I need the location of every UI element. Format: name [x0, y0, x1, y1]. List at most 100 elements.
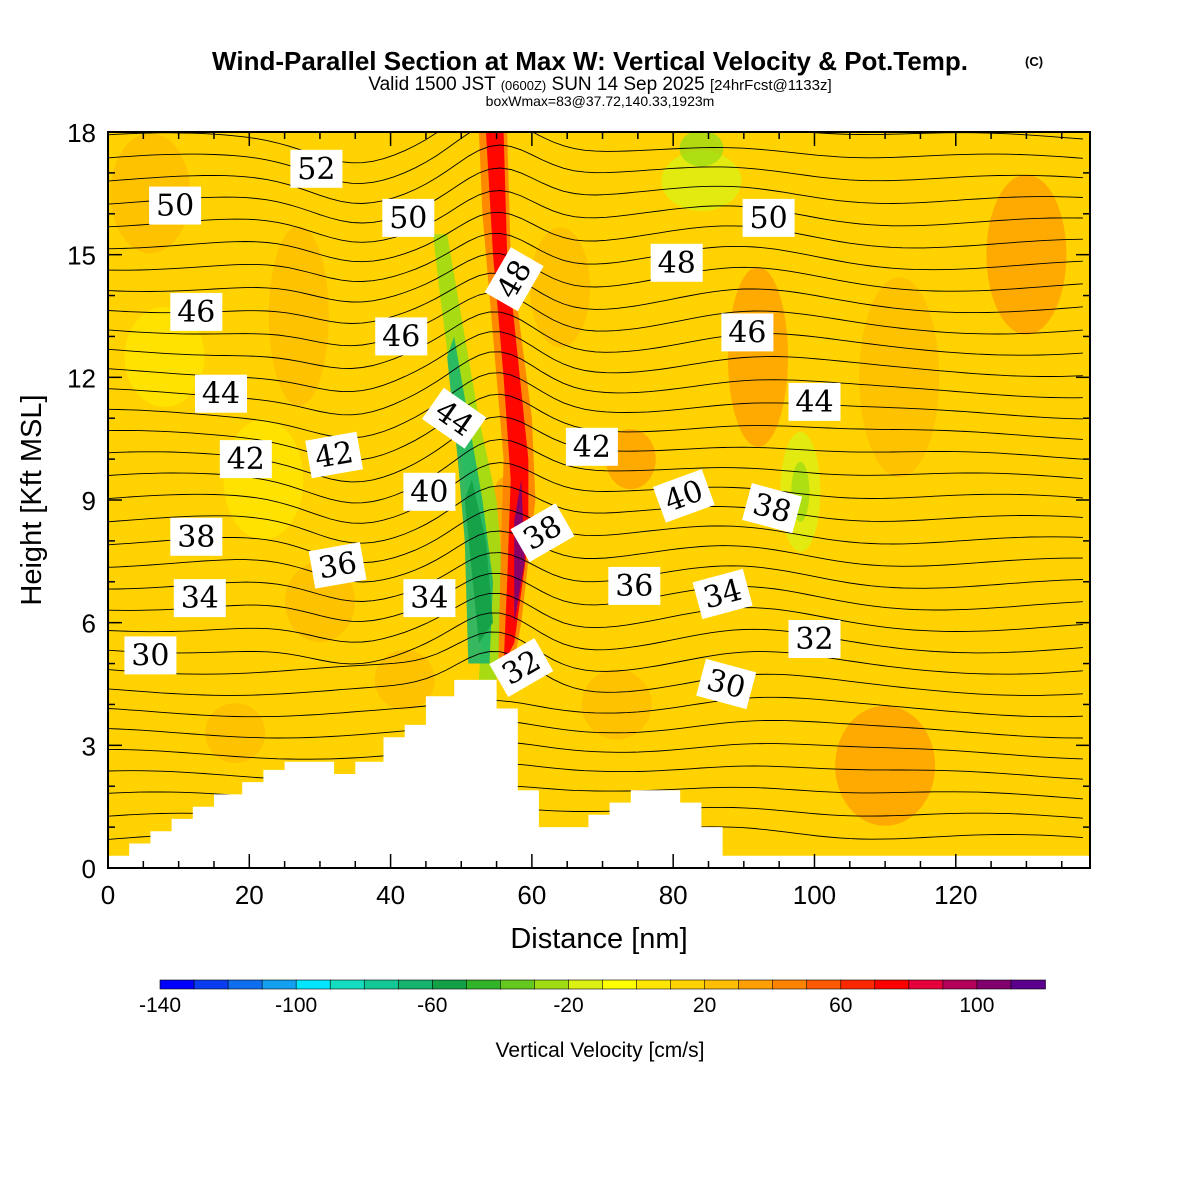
title-block: Wind-Parallel Section at Max W: Vertical…	[212, 46, 1043, 109]
contour-label-text: 44	[795, 385, 833, 420]
contour-label: 36	[608, 566, 661, 605]
contour-label-box	[290, 149, 343, 188]
theta-contour-line	[108, 167, 1083, 224]
colorbar-swatch	[500, 979, 536, 990]
field-patch	[661, 151, 742, 212]
contour-label-text: 52	[297, 152, 335, 187]
theta-contour-line	[108, 741, 1083, 760]
contour-label-box	[422, 387, 487, 449]
colorbar-tick-label: -60	[417, 994, 447, 1017]
valid-prefix: Valid 1500 JST	[368, 74, 496, 95]
colorbar-swatch	[976, 979, 1012, 990]
theta-contour-line	[108, 720, 1083, 739]
contour-label: 30	[124, 636, 177, 675]
x-axis-label: Distance [nm]	[510, 923, 687, 955]
y-tick-label: 6	[82, 609, 96, 639]
contour-label-box	[170, 292, 223, 331]
y-tick-label: 3	[82, 731, 96, 761]
colorbar-swatch	[432, 979, 468, 990]
colorbar-tick-label: 100	[959, 994, 994, 1017]
colorbar-swatch	[329, 979, 366, 990]
contour-label: 30	[696, 658, 757, 710]
theta-contour-line	[108, 253, 1083, 303]
field-patch	[679, 132, 724, 167]
copyright-mark: (C)	[1025, 54, 1043, 69]
contour-label-text: 36	[615, 569, 653, 604]
colorbar-swatch	[772, 979, 808, 990]
colorbar-tick-label: 20	[693, 994, 716, 1017]
colorbar-swatch	[466, 979, 502, 990]
theta-contour-line	[108, 311, 1083, 369]
y-tick-label: 15	[67, 241, 96, 271]
contour-label: 46	[170, 292, 223, 331]
field-patch	[605, 429, 656, 490]
valid-utc: (0600Z)	[501, 78, 547, 93]
colorbar-swatch	[568, 979, 604, 990]
colorbar-swatch	[670, 979, 706, 990]
colorbar-swatch	[874, 979, 910, 990]
theta-contour-line	[108, 331, 1083, 393]
contour-label-text: 40	[410, 475, 448, 510]
x-tick-label: 120	[934, 880, 977, 910]
box-info: boxWmax=83@37.72,140.33,1923m	[486, 93, 715, 109]
contour-label-box	[219, 440, 272, 479]
contour-label-box	[510, 503, 575, 563]
y-tick-label: 9	[82, 486, 96, 516]
theta-contour-line	[108, 631, 1083, 675]
contour-label-box	[375, 317, 428, 356]
y-tick-label: 0	[82, 854, 96, 884]
contour-label-box	[489, 638, 554, 698]
contour-label: 32	[788, 620, 841, 658]
theta-contour-line	[108, 612, 1083, 665]
contour-label: 44	[195, 374, 247, 413]
colorbar-swatch	[159, 979, 195, 990]
theta-contour-line	[108, 552, 1083, 602]
contour-label-box	[403, 579, 456, 618]
field-patch	[205, 703, 266, 764]
contour-label-text: 30	[131, 638, 169, 673]
contour-label-box	[149, 186, 202, 225]
contour-label-box	[742, 483, 803, 534]
contour-label: 42	[565, 427, 618, 466]
colorbar-tick-label: -20	[553, 994, 583, 1017]
contour-label-box	[608, 566, 661, 605]
contour-label-box	[308, 542, 367, 589]
contour-label: 34	[692, 568, 753, 620]
contour-label-box	[788, 382, 841, 421]
contour-label-box	[721, 313, 774, 352]
y-axis-label: Height [Kft MSL]	[16, 394, 48, 605]
contour-label-box	[650, 243, 703, 282]
contour-label-text: 48	[658, 246, 696, 281]
velocity-field	[108, 132, 1090, 868]
theta-contour-line	[108, 462, 1083, 524]
contour-label-box	[565, 427, 618, 466]
contour-label: 38	[742, 483, 803, 534]
colorbar-swatch	[227, 979, 263, 990]
colorbar-swatch	[193, 979, 229, 990]
contour-label-box	[195, 374, 247, 413]
contour-label-text: 34	[410, 581, 448, 616]
theta-contour-line	[108, 351, 1083, 416]
contour-label-text: 38	[177, 520, 215, 555]
contour-label: 42	[305, 431, 364, 479]
contour-label-box	[652, 469, 715, 523]
colorbar-swatch	[602, 979, 638, 990]
colorbar-swatch	[1010, 979, 1046, 990]
contour-label-text: 46	[382, 319, 420, 354]
contour-label-text: 42	[573, 430, 611, 465]
theta-contour-line	[108, 592, 1083, 643]
contour-label-box	[305, 431, 364, 479]
contour-label-text: 42	[312, 435, 356, 476]
colorbar-swatch	[534, 979, 570, 990]
contour-label-text: 44	[202, 377, 240, 412]
contour-label: 50	[742, 198, 795, 237]
contour-label: 50	[382, 198, 435, 237]
theta-contour-line	[108, 372, 1083, 439]
contour-label-text: 46	[728, 315, 766, 350]
contour-label-box	[124, 636, 177, 675]
contour-label-box	[484, 247, 544, 312]
contour-label: 44	[788, 382, 841, 421]
colorbar-tick-label: -140	[139, 994, 181, 1017]
